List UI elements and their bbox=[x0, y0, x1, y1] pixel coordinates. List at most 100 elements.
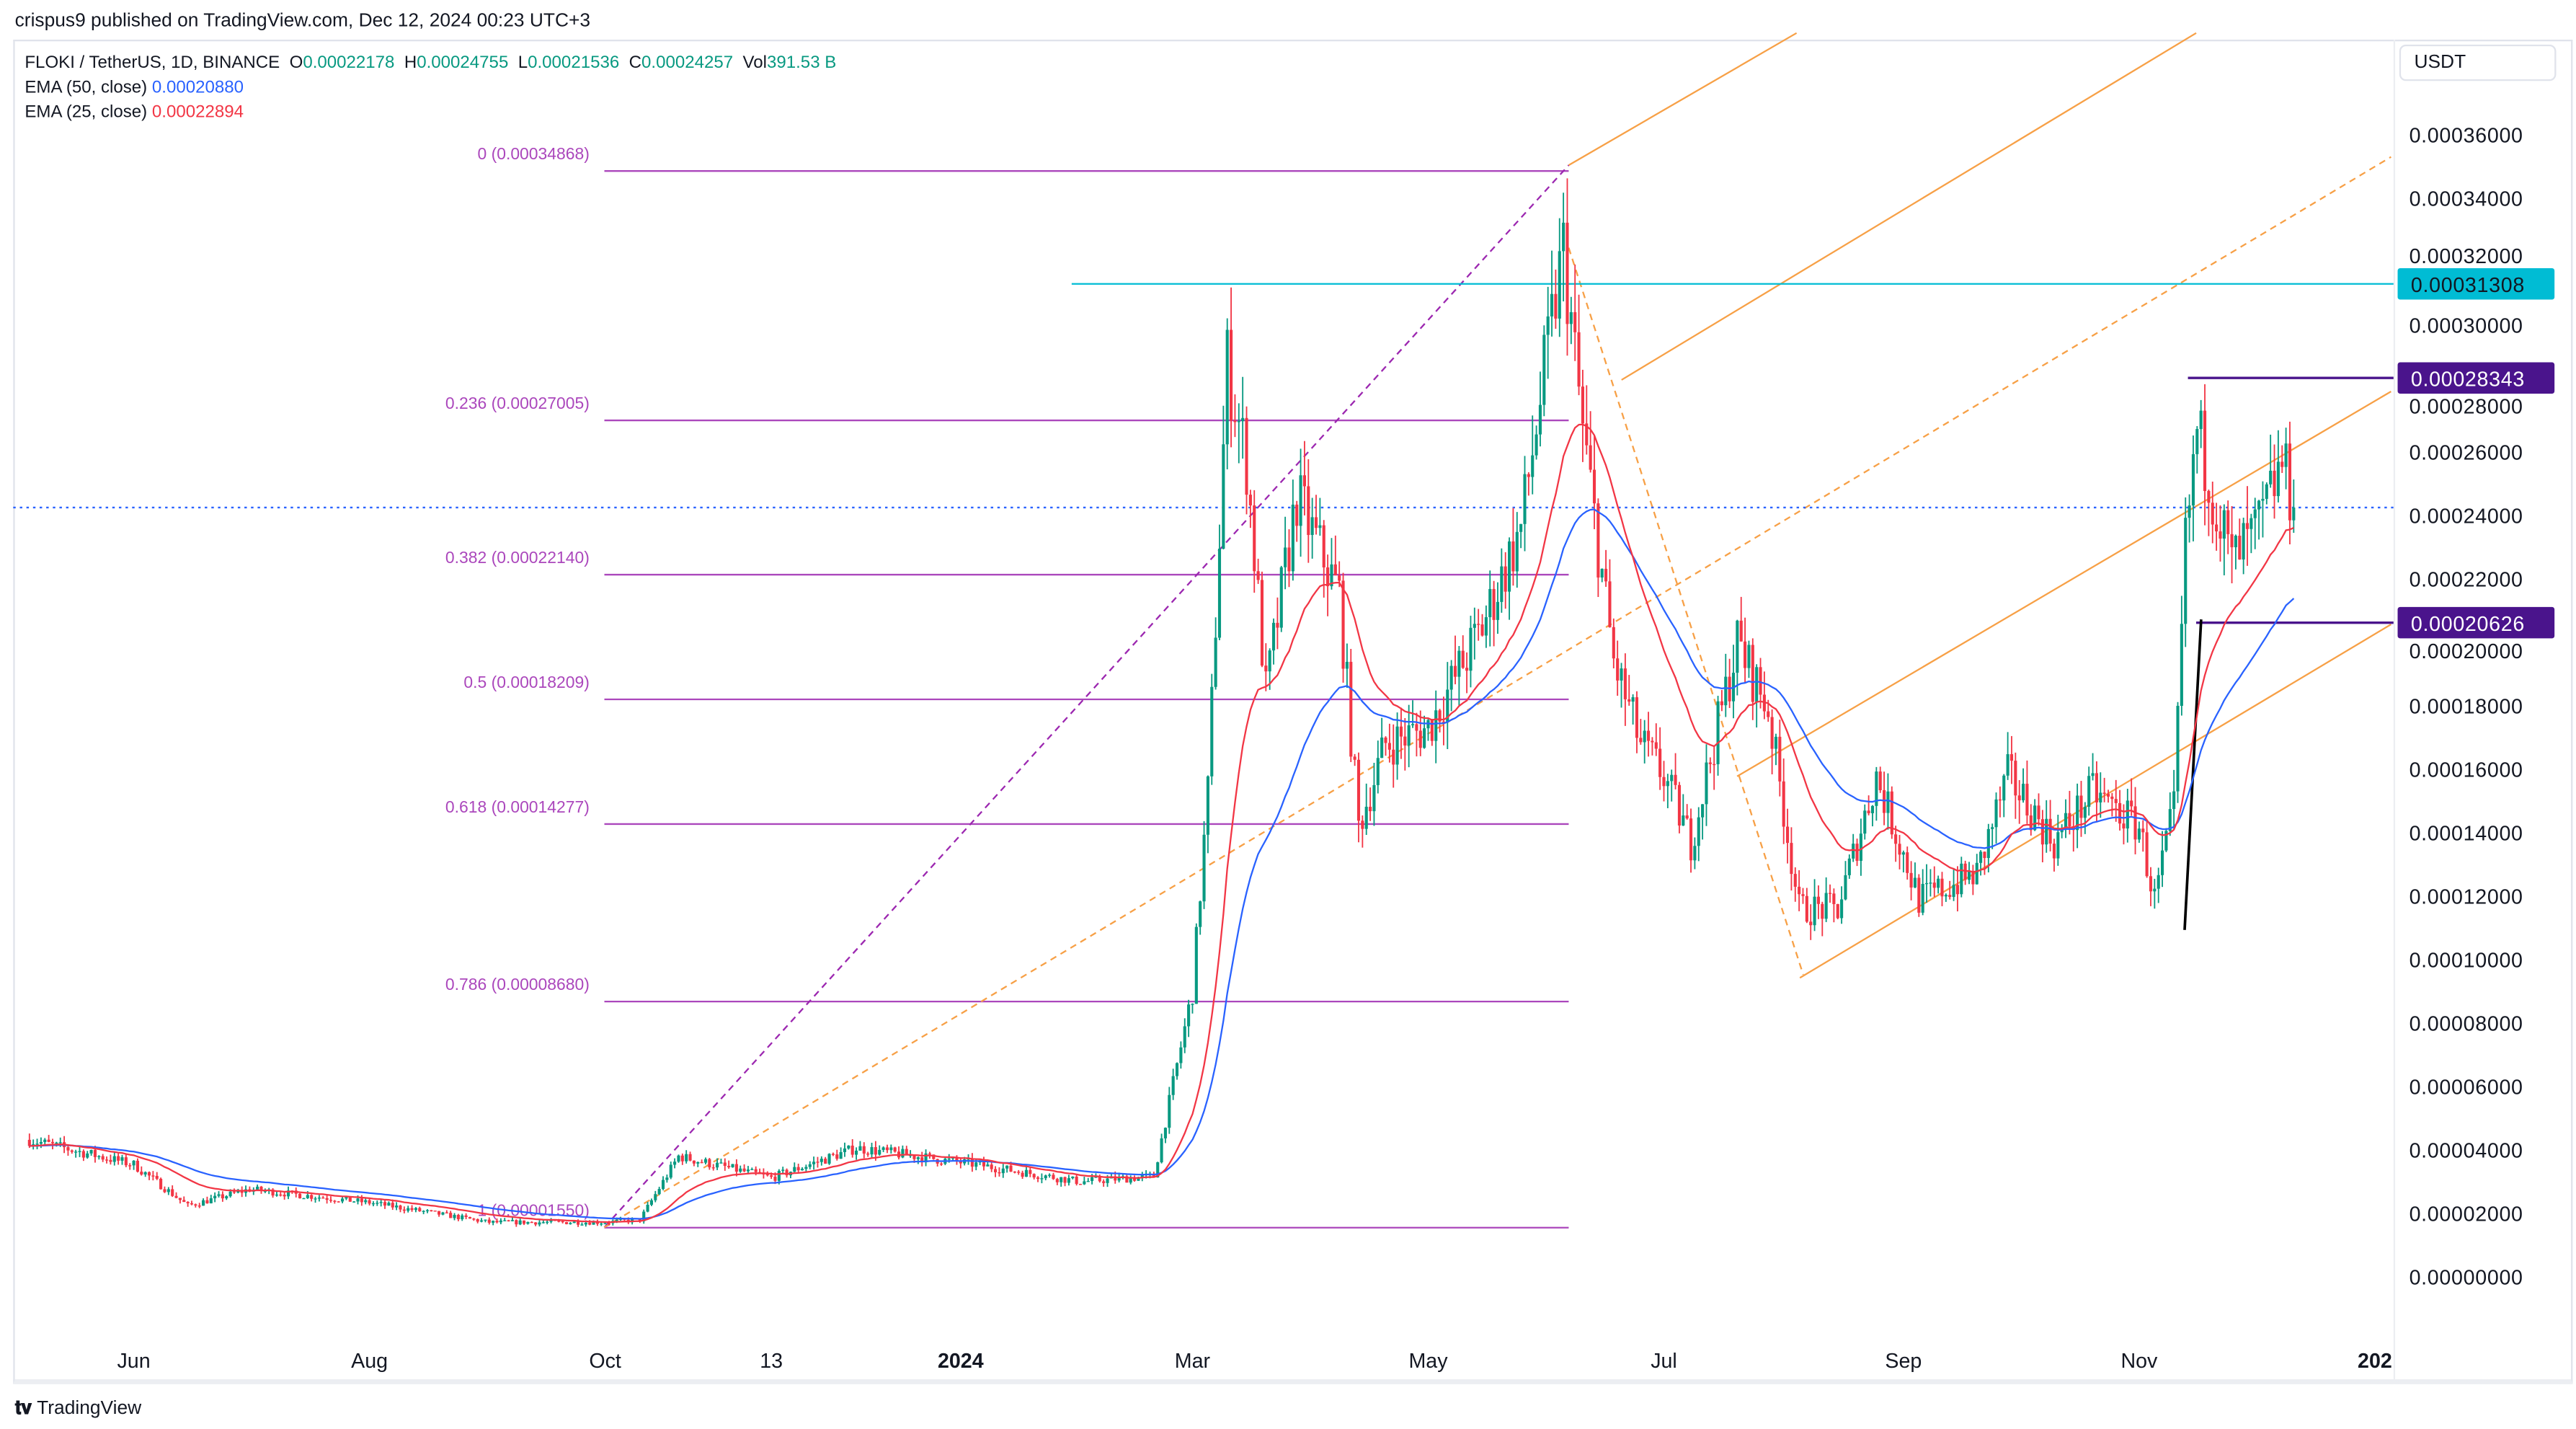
candle-body bbox=[1519, 523, 1523, 532]
candle-body bbox=[680, 1155, 684, 1162]
ema25-row[interactable]: EMA (25, close) 0.00022894 bbox=[25, 101, 836, 125]
candle-body bbox=[2238, 536, 2242, 559]
fib-level-label: 0.382 (0.00022140) bbox=[445, 548, 590, 567]
candle-body bbox=[1310, 517, 1314, 535]
candle-body bbox=[642, 1211, 646, 1221]
tradingview-logo[interactable]: 𝐭𝐯 TradingView bbox=[15, 1399, 142, 1420]
candle-body bbox=[1449, 665, 1453, 690]
symbol-title[interactable]: FLOKI / TetherUS, 1D, BINANCE bbox=[25, 53, 280, 73]
candle-body bbox=[1075, 1176, 1078, 1185]
candle-body bbox=[2261, 498, 2265, 501]
candle-body bbox=[1859, 833, 1862, 861]
candle-body bbox=[143, 1172, 147, 1175]
candle-body bbox=[2222, 510, 2226, 539]
candle-body bbox=[1480, 624, 1484, 636]
price-label-box bbox=[2397, 362, 2555, 394]
candle-body bbox=[1179, 1047, 1183, 1063]
candle-body bbox=[197, 1205, 201, 1207]
x-tick-label: 13 bbox=[760, 1350, 783, 1373]
candle-body bbox=[472, 1218, 476, 1220]
candle-body bbox=[364, 1200, 368, 1203]
candle-body bbox=[924, 1153, 928, 1163]
candle-body bbox=[1840, 899, 1844, 919]
candle-body bbox=[669, 1164, 672, 1178]
candle-body bbox=[1924, 882, 1929, 885]
candle-body bbox=[1453, 665, 1457, 677]
candle-body bbox=[1770, 717, 1774, 749]
candle-body bbox=[1376, 758, 1380, 785]
candle-body bbox=[1747, 645, 1751, 668]
candle-body bbox=[1720, 701, 1723, 706]
y-tick-label: 0.00014000 bbox=[2410, 822, 2523, 845]
candle-body bbox=[1550, 293, 1554, 317]
candle-body bbox=[1975, 862, 1978, 885]
fib-trend-line[interactable] bbox=[603, 164, 1570, 1228]
candle-body bbox=[986, 1164, 990, 1167]
candle-body bbox=[1805, 895, 1808, 922]
candle-body bbox=[2153, 888, 2157, 892]
candle-body bbox=[2211, 503, 2214, 525]
y-tick-label: 0.00022000 bbox=[2410, 569, 2523, 592]
candle-body bbox=[1948, 895, 1952, 898]
candle-body bbox=[2056, 832, 2060, 859]
candle-body bbox=[800, 1169, 804, 1171]
fib-level-label: 0 (0.00034868) bbox=[477, 144, 589, 163]
candle-body bbox=[2022, 784, 2025, 801]
candle-body bbox=[1036, 1177, 1040, 1180]
candle-body bbox=[1071, 1176, 1075, 1179]
candle-body bbox=[646, 1204, 649, 1212]
pitchfork-line[interactable] bbox=[1568, 247, 1804, 975]
candle-body bbox=[1682, 815, 1685, 826]
pitchfork-line[interactable] bbox=[1568, 32, 1798, 167]
candle-body bbox=[673, 1162, 677, 1165]
candle-body bbox=[1759, 667, 1762, 695]
candle-body bbox=[441, 1212, 445, 1215]
candle-body bbox=[1616, 658, 1620, 681]
candle-body bbox=[781, 1169, 785, 1171]
pitchfork-line[interactable] bbox=[1736, 390, 2391, 777]
candle-body bbox=[850, 1145, 854, 1155]
candle-body bbox=[1384, 737, 1387, 743]
candle-body bbox=[2106, 794, 2110, 797]
candle-body bbox=[1708, 762, 1712, 764]
candle-body bbox=[1836, 903, 1839, 919]
candle-body bbox=[1855, 844, 1859, 861]
candle-body bbox=[1944, 895, 1947, 897]
candle-body bbox=[395, 1205, 399, 1208]
candle-body bbox=[1183, 1026, 1186, 1048]
candle-body bbox=[86, 1153, 89, 1158]
candle-body bbox=[2180, 624, 2183, 706]
candle-body bbox=[1569, 312, 1573, 324]
candle-body bbox=[546, 1221, 549, 1223]
candle-body bbox=[1535, 434, 1538, 456]
candle-body bbox=[1983, 851, 1986, 859]
candle-body bbox=[1565, 222, 1569, 324]
pitchfork-line[interactable] bbox=[1621, 32, 2197, 381]
candle-body bbox=[1635, 697, 1639, 738]
candle-body bbox=[1387, 743, 1391, 750]
candle-body bbox=[1199, 901, 1202, 927]
candle-body bbox=[1562, 222, 1565, 252]
pitchfork-line[interactable] bbox=[603, 156, 2391, 1229]
candle-body bbox=[1589, 445, 1592, 470]
candle-body bbox=[1256, 571, 1260, 580]
candle-body bbox=[731, 1164, 734, 1167]
candle-body bbox=[1237, 421, 1240, 422]
candle-body bbox=[1847, 858, 1851, 875]
candle-body bbox=[1639, 738, 1643, 743]
candle-body bbox=[2292, 507, 2296, 521]
currency-button[interactable]: USDT bbox=[2399, 44, 2557, 81]
ema50-row[interactable]: EMA (50, close) 0.00020880 bbox=[25, 76, 836, 100]
candle-body bbox=[120, 1157, 124, 1161]
candle-body bbox=[240, 1190, 244, 1193]
candle-body bbox=[1225, 329, 1229, 445]
flagpole-line[interactable] bbox=[2183, 619, 2203, 930]
candle-body bbox=[456, 1215, 460, 1220]
candle-body bbox=[1670, 774, 1674, 782]
candle-body bbox=[97, 1156, 101, 1157]
y-tick-label: 0.00020000 bbox=[2410, 640, 2523, 663]
candle-body bbox=[356, 1198, 360, 1202]
candle-body bbox=[1465, 668, 1469, 671]
volume-label: Vol bbox=[742, 53, 767, 73]
